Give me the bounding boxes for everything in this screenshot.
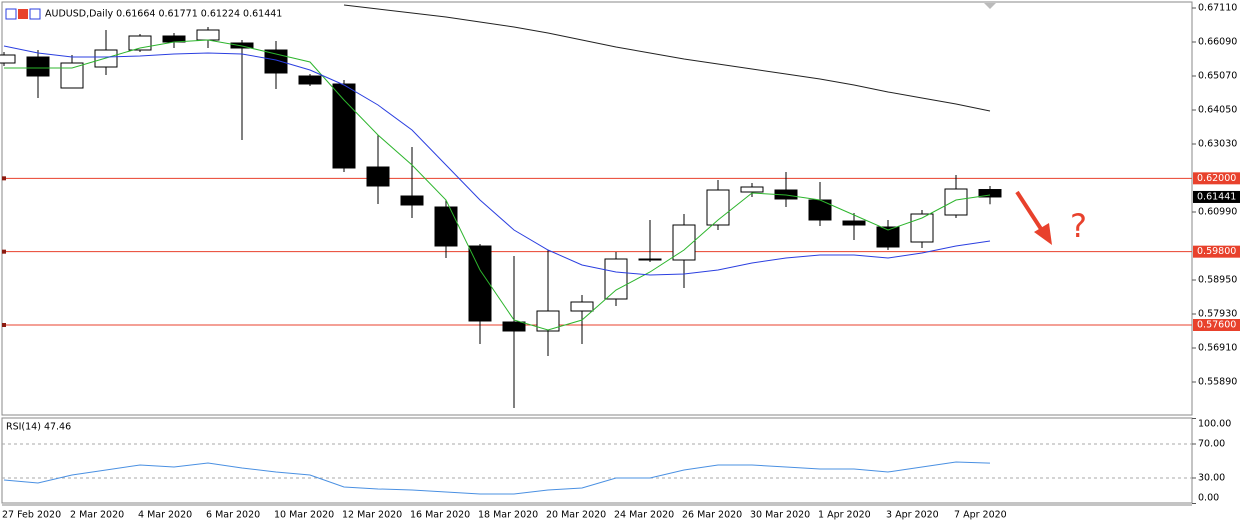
candle-body	[536, 310, 560, 332]
x-tick-label: 10 Mar 2020	[274, 510, 334, 521]
price-line-handle	[2, 249, 6, 254]
shift-marker	[984, 3, 996, 9]
price-label: 0.59800	[1197, 246, 1236, 257]
candle-body	[26, 56, 50, 77]
candle-body	[0, 54, 16, 64]
price-label-box	[1193, 172, 1240, 185]
x-tick-label: 3 Apr 2020	[886, 510, 939, 521]
y-tick-label: 100.00	[1198, 419, 1231, 430]
y-tick-label: 30.00	[1198, 473, 1225, 484]
x-tick-label: 1 Apr 2020	[818, 510, 871, 521]
y-tick-label: 0.67110	[1198, 3, 1237, 14]
candle-body	[672, 224, 696, 261]
x-tick-label: 27 Feb 2020	[2, 510, 61, 521]
arrow	[1015, 190, 1045, 234]
x-tick-label: 26 Mar 2020	[682, 510, 742, 521]
candle-body	[366, 166, 390, 187]
candle-body	[264, 49, 288, 74]
candle-body	[638, 258, 662, 261]
candle-body	[128, 35, 152, 51]
x-tick-label: 4 Mar 2020	[138, 510, 192, 521]
price-label: 0.57600	[1197, 320, 1236, 331]
rsi-title: RSI(14) 47.46	[6, 422, 71, 433]
price-line-handle	[2, 176, 6, 181]
last-price-box	[1193, 190, 1240, 203]
candle-body	[332, 83, 356, 169]
candle-body	[876, 226, 900, 248]
x-tick-label: 20 Mar 2020	[546, 510, 606, 521]
candle-body	[60, 62, 84, 89]
x-tick-label: 7 Apr 2020	[954, 510, 1007, 521]
candle-body	[434, 206, 458, 247]
price-label: 0.62000	[1197, 173, 1236, 184]
series-line	[3, 461, 991, 495]
y-tick-label: 0.63030	[1198, 139, 1237, 150]
last-price-label: 0.61441	[1197, 191, 1236, 202]
candle-body	[298, 75, 322, 85]
rsi-pane	[1, 417, 1193, 504]
candle-body	[842, 220, 866, 226]
candle-body	[978, 189, 1002, 198]
series-line	[3, 45, 991, 276]
candle-body	[944, 188, 968, 216]
price-line-handle	[2, 323, 6, 327]
arrow-head	[1034, 223, 1052, 245]
chart-title: AUDUSD,Daily 0.61664 0.61771 0.61224 0.6…	[45, 9, 282, 20]
candle-body	[400, 195, 424, 206]
y-tick-label: 0.66090	[1198, 37, 1237, 48]
candle-body	[502, 321, 526, 332]
y-tick-label: 0.55890	[1198, 377, 1237, 388]
icon	[29, 8, 41, 20]
x-tick-label: 16 Mar 2020	[410, 510, 470, 521]
candle-body	[468, 245, 492, 322]
candle-body	[604, 258, 628, 300]
annotation: ?	[1070, 207, 1087, 245]
y-tick-label: 0.65070	[1198, 71, 1237, 82]
candle-body	[570, 301, 594, 312]
icon	[18, 9, 28, 19]
y-tick-label: 70.00	[1198, 439, 1225, 450]
candle-body	[740, 186, 764, 193]
price-label-box	[1193, 319, 1240, 331]
y-tick-label: 0.60990	[1198, 207, 1237, 218]
main-pane	[1, 1, 1193, 416]
y-tick-label: 0.57930	[1198, 309, 1237, 320]
x-tick-label: 12 Mar 2020	[342, 510, 402, 521]
x-tick-label: 24 Mar 2020	[614, 510, 674, 521]
icon	[5, 8, 17, 20]
y-tick-label: 0.00	[1198, 493, 1219, 504]
series-line	[4, 39, 991, 331]
y-tick-label: 0.56910	[1198, 343, 1237, 354]
price-label-box	[1193, 245, 1240, 258]
y-tick-label: 0.58950	[1198, 275, 1237, 286]
x-tick-label: 30 Mar 2020	[750, 510, 810, 521]
x-tick-label: 2 Mar 2020	[70, 510, 124, 521]
y-tick-label: 0.64050	[1198, 105, 1237, 116]
candle-body	[196, 29, 220, 41]
series-line	[343, 4, 991, 112]
x-tick-label: 18 Mar 2020	[478, 510, 538, 521]
x-tick-label: 6 Mar 2020	[206, 510, 260, 521]
candle-body	[910, 213, 934, 243]
